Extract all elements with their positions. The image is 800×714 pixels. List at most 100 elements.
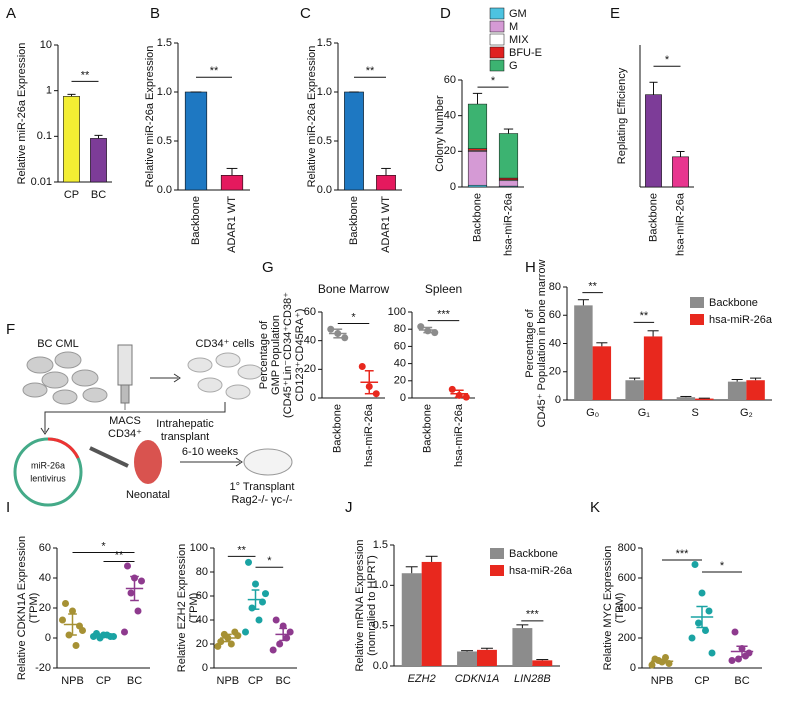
- data-point: [708, 649, 716, 657]
- data-point: [90, 633, 97, 640]
- y-tick-label: 40: [549, 337, 561, 349]
- y-tick-label: 40: [304, 335, 316, 347]
- data-point: [431, 329, 439, 337]
- bar: [643, 336, 663, 400]
- x-tick-label: CP: [248, 675, 263, 687]
- data-point: [252, 580, 259, 588]
- x-tick-label: Backbone: [471, 193, 483, 242]
- y-tick-label: 10: [40, 39, 52, 51]
- legend-label: hsa-miR-26a: [509, 565, 573, 577]
- x-tick-label: hsa-miR-26a: [453, 403, 465, 467]
- bar-segment: [467, 184, 488, 188]
- x-tick-label: BC: [734, 675, 749, 687]
- bar: [184, 91, 208, 191]
- x-tick-label: Backbone: [190, 196, 202, 245]
- x-tick-label: BC: [91, 189, 106, 201]
- legend-swatch: [490, 548, 504, 559]
- legend-swatch: [489, 46, 505, 59]
- data-point: [255, 616, 263, 624]
- data-point: [728, 657, 736, 664]
- panel-f-diagram: BC CML CD34⁺ cells MACS CD34⁺ Intrahepat…: [13, 338, 295, 507]
- panel-letter: B: [150, 5, 160, 22]
- x-tick-label: ADAR1 WT: [380, 196, 392, 253]
- data-point: [698, 589, 706, 597]
- bar: [645, 94, 662, 188]
- y-axis-label: Colony Number: [434, 95, 446, 172]
- y-axis-label: Relative CDKN1A Expression: [16, 536, 28, 680]
- bar: [376, 175, 396, 191]
- y-tick-label: 20: [304, 363, 316, 375]
- bar: [574, 305, 593, 400]
- y-axis-label: Relative miR-26a Expression: [306, 46, 318, 188]
- bar: [90, 138, 107, 183]
- data-point: [702, 627, 709, 634]
- y-tick-label: 60: [394, 340, 406, 352]
- y-tick-label: 0.1: [37, 130, 52, 142]
- diagram-label: 6-10 weeks: [182, 446, 239, 458]
- bar: [477, 649, 497, 666]
- data-point: [648, 661, 656, 669]
- y-tick-label: 100: [388, 306, 406, 318]
- significance-label: ***: [676, 548, 690, 560]
- diagram-label: CD34⁺: [108, 428, 142, 440]
- x-tick-label: NPB: [651, 675, 674, 687]
- y-tick-label: 60: [444, 74, 456, 86]
- x-tick-label: G₂: [740, 407, 753, 419]
- diagram-label: 1° Transplant: [230, 481, 295, 493]
- legend-label: hsa-miR-26a: [709, 314, 773, 326]
- x-tick-label: Backbone: [348, 196, 360, 245]
- x-tick-label: CP: [64, 189, 79, 201]
- y-axis-label: Relative EZH2 Expression: [176, 544, 188, 672]
- x-tick-label: CDKN1A: [455, 673, 500, 685]
- legend-label: M: [509, 21, 518, 33]
- x-tick-label: ADAR1 WT: [226, 196, 238, 253]
- data-point: [731, 628, 739, 636]
- data-point: [327, 325, 335, 333]
- significance-label: **: [588, 281, 597, 293]
- x-tick-label: NPB: [217, 675, 240, 687]
- bar: [344, 91, 364, 191]
- panel-letter: I: [6, 499, 10, 516]
- x-tick-label: Backbone: [647, 193, 659, 242]
- significance-label: **: [210, 65, 219, 77]
- bar-segment: [467, 151, 488, 186]
- diagram-label: BC CML: [37, 338, 79, 350]
- plasmid-insert: [47, 437, 80, 459]
- bar: [676, 397, 696, 400]
- significance-label: **: [640, 310, 649, 322]
- y-tick-label: 0: [310, 392, 316, 404]
- significance-label: *: [665, 54, 670, 66]
- panel-letter: A: [6, 5, 16, 22]
- y-tick-label: 40: [196, 614, 208, 626]
- panel-letter: H: [525, 259, 536, 276]
- y-tick-label: 0: [400, 392, 406, 404]
- chart: 0 200 400 600 800 Relative MYC Expression (TPM…: [602, 542, 762, 687]
- chart-title: Bone Marrow: [318, 282, 390, 296]
- data-point: [341, 334, 349, 342]
- x-tick-label: hsa-miR-26a: [674, 192, 686, 256]
- legend-swatch: [489, 59, 505, 72]
- data-point: [248, 604, 256, 612]
- x-tick-label: EZH2: [408, 673, 436, 685]
- diagram-label: CD34⁺ cells: [196, 338, 255, 350]
- bar-segment: [467, 103, 488, 149]
- y-axis-label: (TPM): [188, 593, 200, 624]
- x-tick-label: Backbone: [332, 404, 344, 453]
- significance-label: *: [720, 560, 725, 572]
- legend-label: GM: [509, 8, 527, 20]
- y-tick-label: 0: [450, 181, 456, 193]
- data-point: [448, 385, 456, 393]
- data-point: [121, 628, 128, 636]
- x-tick-label: hsa-miR-26a: [363, 403, 375, 467]
- y-tick-label: 1.5: [373, 539, 388, 551]
- y-tick-label: 0.0: [317, 184, 332, 196]
- y-tick-label: 40: [394, 358, 406, 370]
- y-tick-label: 80: [196, 566, 208, 578]
- y-tick-label: 80: [549, 281, 561, 293]
- diagram-label: Rag2-/- γc-/-: [231, 494, 292, 506]
- y-tick-label: 40: [444, 110, 456, 122]
- bar: [63, 96, 80, 183]
- x-tick-label: G₁: [638, 407, 651, 419]
